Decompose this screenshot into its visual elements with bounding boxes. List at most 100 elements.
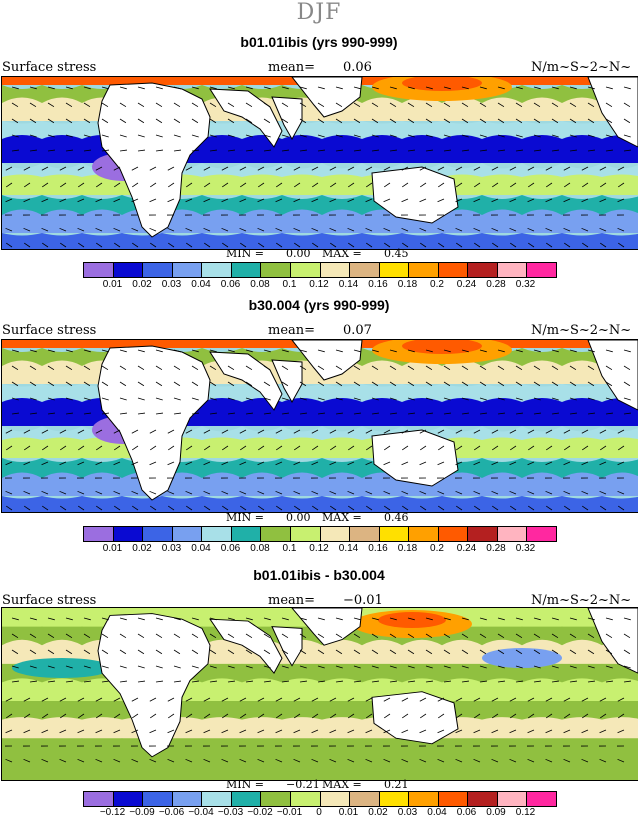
wind-vector [353,397,361,401]
wind-vector [497,381,505,387]
wind-vector [401,198,409,203]
wind-vector [5,166,13,171]
wind-vector [95,505,103,511]
wind-vector [203,182,211,188]
wind-vector [455,713,463,719]
wind-vector [77,429,85,434]
wind-vector [347,166,355,171]
wind-vector [419,429,427,434]
wind-vector [113,729,121,734]
wind-vector [293,461,301,466]
wind-vector [65,633,73,639]
wind-vector [227,102,235,108]
wind-vector [65,118,73,124]
wind-vector [137,665,145,669]
land-polygon [97,82,211,238]
wind-vector [191,149,199,152]
wind-vector [419,198,427,203]
wind-vector [419,445,427,451]
wind-vector [347,429,355,434]
wind-vector [365,242,373,248]
wind-vector [599,697,607,702]
wind-vector [257,198,265,203]
land-polygon [587,340,638,411]
wind-vector [47,381,55,387]
wind-vector [275,758,283,763]
wind-vector [29,617,37,621]
wind-vector [101,412,109,415]
wind-vector [257,697,265,702]
wind-vector [311,445,319,451]
wind-vector [443,397,451,401]
wind-vector [545,461,553,466]
wind-vector [509,182,517,188]
wind-vector [221,445,229,451]
wind-vector [509,445,517,451]
wind-vector [587,412,595,415]
wind-vector [77,166,85,171]
wind-vector [383,445,391,451]
land-polygon [291,608,363,646]
wind-vector [65,381,73,387]
stress-maximum-core [402,340,482,354]
wind-vector [317,381,325,387]
land-polygon [291,77,363,118]
wind-vector [563,758,571,763]
wind-vector [461,665,469,669]
wind-vector [227,665,235,669]
wind-vector [353,365,361,371]
wind-vector [23,242,31,248]
wind-vector [191,412,199,415]
colorbar-swatch [231,527,262,541]
wind-vector [275,198,283,203]
colorbar-swatch [527,527,556,541]
wind-vector [605,349,613,353]
wind-vector [581,713,589,719]
land-polygon [271,359,303,404]
wind-vector [299,649,307,655]
wind-vector [191,86,199,90]
wind-vector [239,713,247,719]
wind-vector [455,182,463,188]
wind-vector [101,381,109,387]
wind-vector [617,505,625,511]
wind-vector [455,242,463,248]
wind-vector [113,429,121,434]
colorbar-swatch [438,792,469,806]
wind-vector [491,713,499,719]
wind-vector [299,134,307,138]
wind-vector [59,758,67,763]
wind-vector [353,86,361,90]
wind-vector [245,665,253,669]
wind-vector [119,365,127,371]
wind-vector [569,349,577,353]
wind-vector [419,505,427,511]
colorbar-swatch [290,263,321,277]
wind-vector [203,429,211,434]
colorbar-tick-label: 0.06 [456,807,477,818]
wind-vector [497,412,505,415]
wind-vector [473,429,481,434]
wind-vector [293,729,301,734]
wind-vector [347,490,355,495]
wind-vector [581,227,589,232]
wind-vector [515,617,523,621]
wind-vector [353,134,361,138]
wind-vector [407,102,415,108]
wind-vector [623,349,631,353]
colorbar-swatch [468,263,498,277]
wind-vector [317,649,325,655]
wind-vector [401,697,409,702]
colorbar-swatch [202,792,232,806]
wind-vector [443,365,451,371]
wind-vector [515,86,523,90]
wind-vector [209,649,217,655]
wind-vector [479,381,487,387]
wind-vector [491,461,499,466]
wind-vector [497,86,505,90]
wind-vector [155,665,163,669]
wind-vector [119,349,127,353]
wind-vector [515,412,523,415]
wind-vector [479,149,487,152]
wind-vector [11,86,19,90]
